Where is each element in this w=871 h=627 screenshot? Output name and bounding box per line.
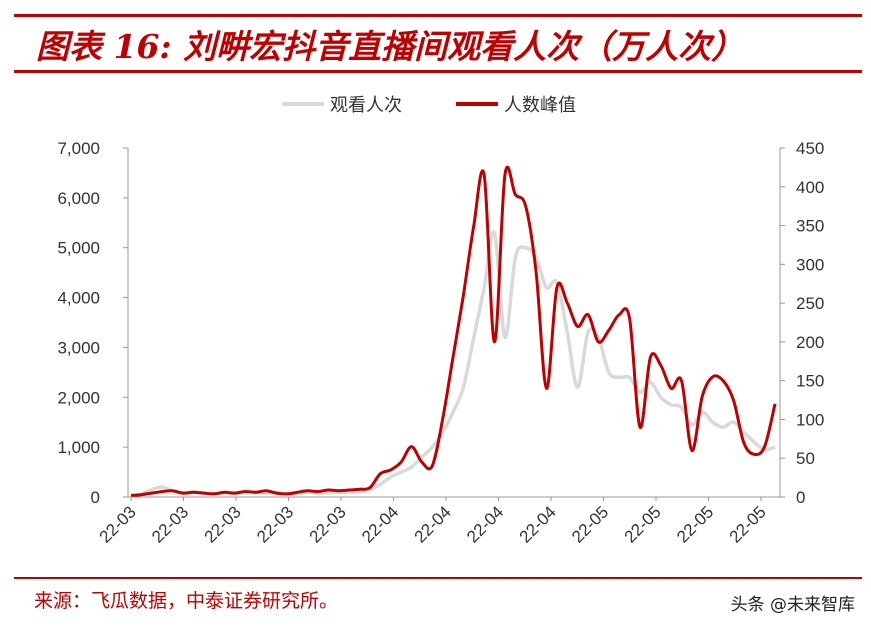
x-tick-label: 22-03	[201, 502, 245, 546]
x-tick-label: 22-04	[516, 502, 560, 546]
title-top-rule	[14, 14, 862, 17]
series-line-peak	[130, 165, 777, 497]
y-left-tick-label: 1,000	[57, 438, 100, 457]
title-bottom-rule	[14, 70, 862, 73]
y-left-tick-label: 4,000	[57, 289, 100, 308]
y-right-tick-label: 200	[796, 333, 824, 352]
x-tick-label: 22-04	[411, 502, 455, 546]
source-note: 来源：飞瓜数据，中泰证券研究所。	[34, 590, 339, 612]
watermark-text: 头条 @未来智库	[730, 595, 855, 615]
x-tick-label: 22-03	[253, 502, 297, 546]
y-left-tick-label: 6,000	[57, 189, 100, 208]
y-left-tick-label: 0	[91, 488, 100, 507]
figure-title: 图表 16: 刘畊宏抖音直播间观看人次（万人次）	[36, 27, 745, 66]
x-tick-label: 22-05	[621, 502, 665, 546]
y-right-tick-label: 350	[796, 217, 824, 236]
y-right-tick-label: 0	[796, 488, 805, 507]
y-left-tick-label: 5,000	[57, 239, 100, 258]
y-left-tick-label: 2,000	[57, 388, 100, 407]
x-tick-label: 22-04	[463, 502, 507, 546]
legend-label-peak: 人数峰值	[504, 95, 576, 116]
legend-label-views: 观看人次	[330, 95, 402, 116]
x-tick-label: 22-04	[358, 502, 402, 546]
y-right-tick-label: 450	[796, 139, 824, 158]
y-right-tick-label: 250	[796, 294, 824, 313]
x-tick-label: 22-03	[306, 502, 350, 546]
x-tick-label: 22-03	[96, 502, 140, 546]
x-tick-label: 22-05	[568, 502, 612, 546]
chart-series	[130, 165, 777, 498]
y-left-tick-label: 3,000	[57, 338, 100, 357]
y-left-tick-label: 7,000	[57, 139, 100, 158]
y-right-tick-label: 400	[796, 178, 824, 197]
y-right-tick-label: 300	[796, 255, 824, 274]
y-right-tick-label: 150	[796, 372, 824, 391]
footer-rule	[14, 577, 862, 579]
y-right-tick-label: 100	[796, 410, 824, 429]
chart-axes: 0 1,000 2,000 3,000 4,000 5,000 6,000 7,000 0 50 1…	[57, 139, 824, 547]
x-tick-label: 22-05	[673, 502, 717, 546]
chart-legend: 观看人次 人数峰值	[282, 95, 576, 116]
y-right-tick-label: 50	[796, 449, 815, 468]
x-tick-label: 22-05	[726, 502, 770, 546]
x-tick-label: 22-03	[148, 502, 192, 546]
